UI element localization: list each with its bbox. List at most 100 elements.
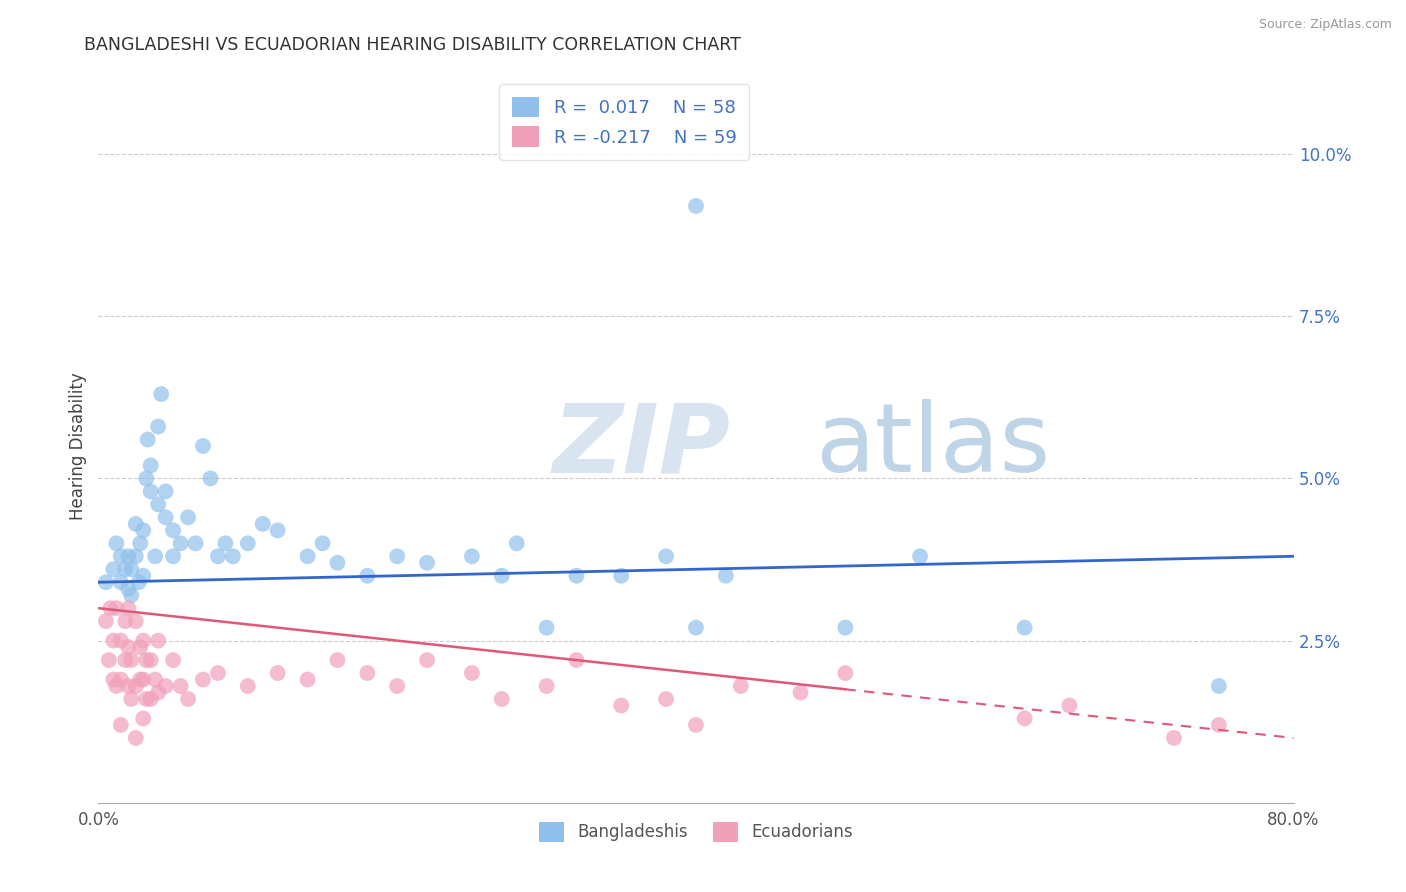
Point <box>114 653 136 667</box>
Point <box>200 471 222 485</box>
Point <box>385 679 409 693</box>
Point <box>128 575 150 590</box>
Point <box>685 621 707 635</box>
Point <box>129 536 152 550</box>
Point <box>155 510 177 524</box>
Point <box>461 666 484 681</box>
Point <box>207 549 229 564</box>
Point <box>98 601 122 615</box>
Point <box>416 556 439 570</box>
Point <box>139 458 162 473</box>
Point <box>162 524 184 538</box>
Point <box>125 516 148 531</box>
Point <box>117 549 139 564</box>
Point <box>94 614 117 628</box>
Point <box>110 673 132 687</box>
Point <box>114 562 136 576</box>
Point <box>297 549 319 564</box>
Point <box>135 692 157 706</box>
Point <box>714 568 737 582</box>
Point <box>125 549 148 564</box>
Point <box>132 711 155 725</box>
Point <box>139 484 162 499</box>
Point <box>120 653 142 667</box>
Point <box>129 640 152 654</box>
Point <box>222 549 245 564</box>
Text: BANGLADESHI VS ECUADORIAN HEARING DISABILITY CORRELATION CHART: BANGLADESHI VS ECUADORIAN HEARING DISABI… <box>84 36 741 54</box>
Point <box>105 679 128 693</box>
Point <box>789 685 811 699</box>
Y-axis label: Hearing Disability: Hearing Disability <box>69 372 87 520</box>
Point <box>148 419 170 434</box>
Point <box>143 673 166 687</box>
Point <box>110 575 132 590</box>
Point <box>105 536 128 550</box>
Point <box>252 516 274 531</box>
Point <box>135 653 157 667</box>
Point <box>94 575 117 590</box>
Point <box>103 633 125 648</box>
Point <box>311 536 333 550</box>
Point <box>1014 711 1036 725</box>
Point <box>207 666 229 681</box>
Point <box>155 679 177 693</box>
Point <box>162 653 184 667</box>
Point <box>834 621 856 635</box>
Point <box>297 673 319 687</box>
Point <box>120 692 142 706</box>
Point <box>148 633 170 648</box>
Point <box>132 524 155 538</box>
Point <box>685 199 707 213</box>
Point <box>125 614 148 628</box>
Point <box>536 679 558 693</box>
Point <box>136 433 159 447</box>
Point <box>834 666 856 681</box>
Point <box>125 679 148 693</box>
Point <box>139 653 162 667</box>
Point <box>356 568 378 582</box>
Point <box>236 679 259 693</box>
Point <box>1208 718 1230 732</box>
Point <box>191 673 214 687</box>
Point <box>148 685 170 699</box>
Point <box>191 439 214 453</box>
Point <box>110 549 132 564</box>
Point <box>655 549 678 564</box>
Point <box>491 568 513 582</box>
Point <box>120 562 142 576</box>
Point <box>385 549 409 564</box>
Point <box>110 633 132 648</box>
Point <box>117 601 139 615</box>
Point <box>150 387 173 401</box>
Point <box>125 731 148 745</box>
Point <box>610 568 633 582</box>
Point <box>110 718 132 732</box>
Text: ZIP: ZIP <box>553 400 731 492</box>
Point <box>169 679 191 693</box>
Point <box>416 653 439 667</box>
Point <box>132 673 155 687</box>
Point <box>565 653 588 667</box>
Point <box>105 601 128 615</box>
Point <box>135 471 157 485</box>
Point <box>491 692 513 706</box>
Point <box>143 549 166 564</box>
Point <box>103 562 125 576</box>
Point <box>356 666 378 681</box>
Text: atlas: atlas <box>815 400 1050 492</box>
Point <box>139 692 162 706</box>
Point <box>117 679 139 693</box>
Point <box>326 556 349 570</box>
Point <box>1059 698 1081 713</box>
Point <box>461 549 484 564</box>
Point <box>1208 679 1230 693</box>
Point <box>132 633 155 648</box>
Point <box>162 549 184 564</box>
Point <box>1163 731 1185 745</box>
Point <box>565 568 588 582</box>
Point <box>132 568 155 582</box>
Point <box>148 497 170 511</box>
Point <box>214 536 236 550</box>
Point <box>103 673 125 687</box>
Point <box>184 536 207 550</box>
